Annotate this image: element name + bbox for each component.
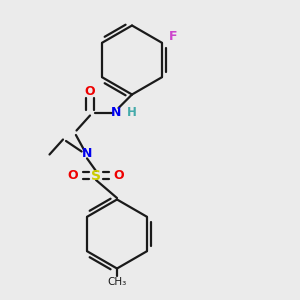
Text: O: O	[85, 85, 95, 98]
Text: H: H	[127, 106, 137, 119]
Text: N: N	[82, 147, 92, 161]
Text: O: O	[114, 169, 124, 182]
Text: S: S	[91, 169, 101, 182]
Text: O: O	[68, 169, 78, 182]
Text: CH₃: CH₃	[107, 277, 127, 287]
Text: F: F	[169, 29, 178, 43]
Text: N: N	[111, 106, 121, 119]
